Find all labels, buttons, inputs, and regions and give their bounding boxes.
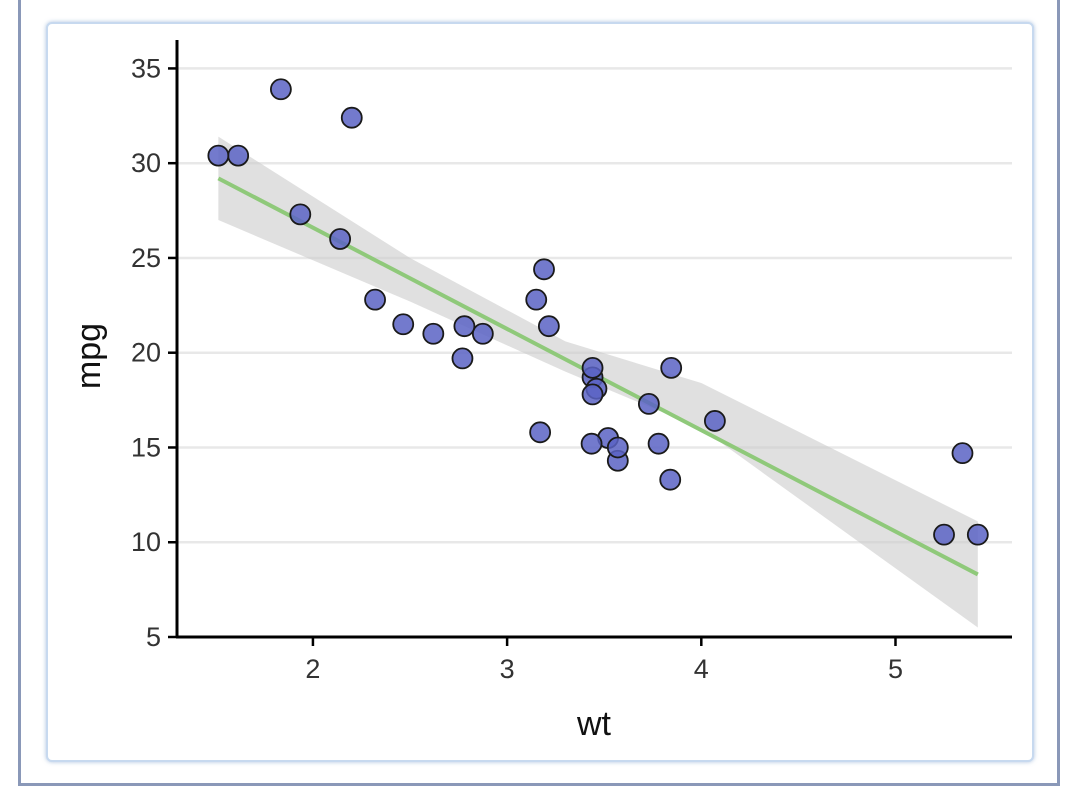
x-tick-label-3: 3: [500, 654, 515, 684]
x-tick-label-2: 2: [305, 654, 320, 684]
data-point-27: [207, 144, 230, 167]
x-tick-label-5: 5: [888, 654, 903, 684]
y-tick-label-35: 35: [131, 53, 161, 83]
data-point-13: [647, 432, 670, 455]
data-point-1: [471, 322, 494, 345]
y-tick-label-15: 15: [131, 432, 161, 462]
data-point-30: [606, 436, 629, 459]
axes: 5 10 15 20 25 30 35 2 3 4 5: [131, 40, 1012, 684]
y-tick-label-25: 25: [131, 243, 161, 273]
data-point-25: [289, 203, 312, 226]
data-point-8: [525, 288, 548, 311]
data-point-22: [580, 432, 603, 455]
y-tick-label-20: 20: [131, 338, 161, 368]
data-point-9: [581, 356, 604, 379]
data-point-17: [340, 106, 363, 129]
data-point-26: [329, 228, 352, 250]
data-point-24: [660, 356, 683, 379]
y-tick-label-10: 10: [131, 527, 161, 557]
data-point-15: [966, 523, 989, 546]
data-point-29: [451, 347, 474, 370]
data-point-20: [392, 313, 415, 336]
grid-lines: [177, 67, 1012, 544]
data-point-2: [364, 288, 386, 311]
data-point-19: [269, 78, 292, 101]
data-point-23: [659, 468, 682, 491]
x-axis-title: wt: [576, 705, 612, 743]
data-point-0: [422, 322, 445, 345]
data-points: [207, 78, 989, 546]
data-point-12: [637, 392, 660, 415]
y-tick-label-5: 5: [146, 622, 161, 652]
x-tick-label-4: 4: [694, 654, 709, 684]
y-tick-label-30: 30: [131, 148, 161, 178]
chart-panel: [46, 22, 1034, 762]
y-axis-title: mpg: [70, 323, 108, 389]
data-point-10: [581, 383, 604, 406]
data-point-31: [453, 315, 476, 338]
data-point-11: [703, 410, 726, 432]
data-point-3: [537, 315, 560, 338]
data-point-18: [227, 144, 250, 167]
data-point-14: [933, 523, 955, 546]
data-point-7: [533, 258, 555, 281]
data-point-28: [529, 421, 552, 444]
data-point-16: [951, 442, 974, 465]
